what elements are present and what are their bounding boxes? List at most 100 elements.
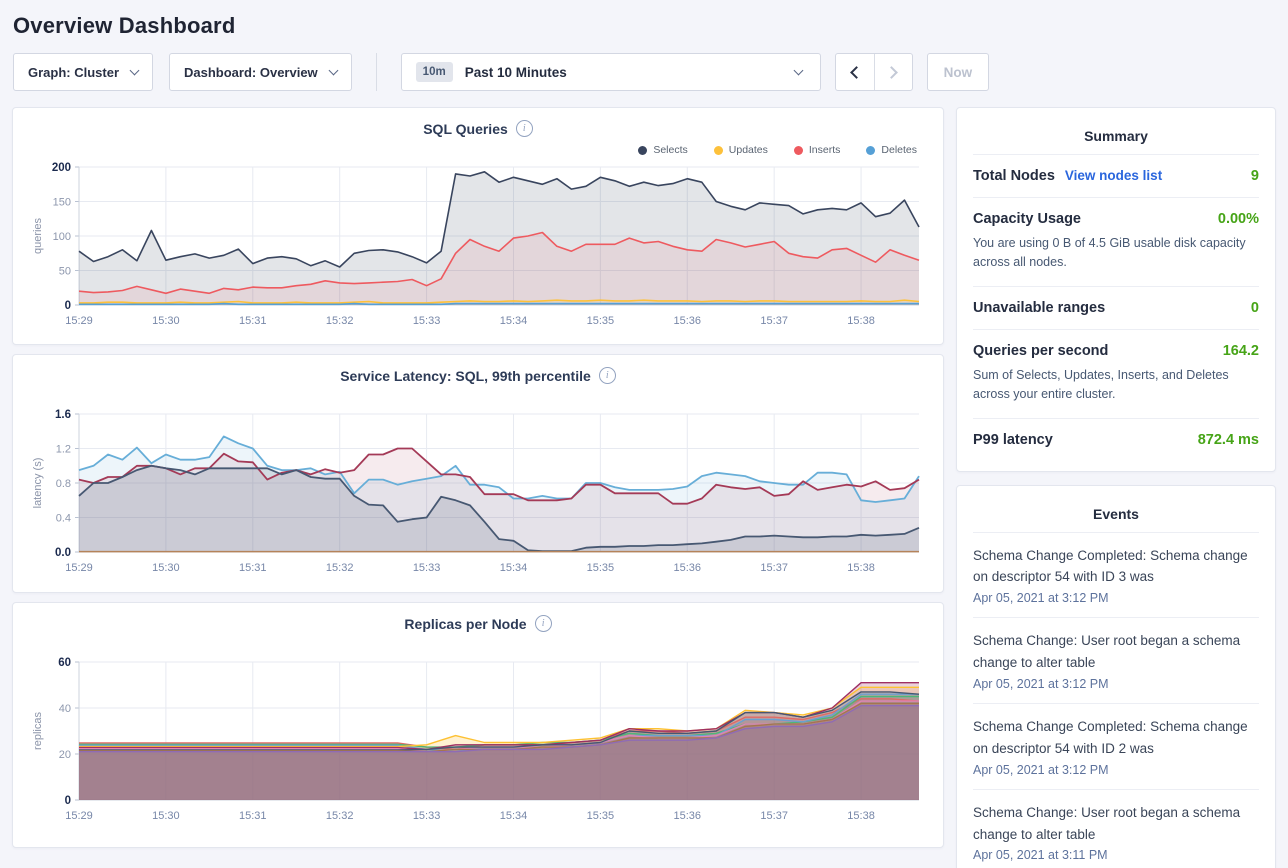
svg-text:15:36: 15:36 [674,562,702,574]
svg-text:15:34: 15:34 [500,562,528,574]
legend-dot-icon [793,145,803,155]
svg-text:1.6: 1.6 [55,409,71,421]
service-latency-chart: 15:29 15:30 15:31 15:32 15:33 15:34 15:35 15:36… [32,409,920,574]
time-step-group [834,53,913,91]
event-text: Schema Change: User root began a schema … [973,633,1241,671]
event-text: Schema Change Completed: Schema change o… [973,718,1248,756]
svg-text:15:32: 15:32 [326,810,354,822]
summary-title: Summary [1084,128,1148,144]
summary-row-unavailable: Unavailable ranges 0 [973,285,1259,329]
time-range-badge: 10m [415,62,453,82]
svg-text:150: 150 [53,197,71,209]
time-prev-button[interactable] [836,54,874,90]
svg-text:60: 60 [58,657,71,669]
chart-title: SQL Queries [423,120,508,137]
sql-queries-chart: 15:29 15:30 15:31 15:32 15:33 15:34 15:35 15:36… [32,162,920,327]
event-timestamp: Apr 05, 2021 at 3:12 PM [973,676,1109,691]
legend-item: Selects [638,144,688,156]
svg-text:15:34: 15:34 [500,810,528,822]
info-icon[interactable]: i [515,120,533,137]
svg-text:latency (s): latency (s) [32,458,44,509]
summary-value: 0 [1250,299,1259,316]
summary-label: Queries per second [973,342,1109,359]
now-button[interactable]: Now [926,53,990,91]
chevron-right-icon [884,65,898,79]
svg-text:15:35: 15:35 [587,562,615,574]
summary-value: 164.2 [1222,342,1259,359]
svg-text:15:33: 15:33 [413,315,441,327]
legend-dot-icon [713,145,723,155]
chevron-down-icon [793,65,804,75]
summary-panel: Summary Total Nodes View nodes list 9 Ca… [956,107,1276,472]
svg-text:20: 20 [59,749,71,761]
event-text: Schema Change: User root began a schema … [973,804,1241,842]
event-item: Schema Change: User root began a schema … [973,788,1259,868]
svg-text:40: 40 [59,703,71,715]
event-text: Schema Change Completed: Schema change o… [973,547,1248,585]
graph-dropdown[interactable]: Graph: Cluster [13,53,154,91]
svg-text:1.2: 1.2 [56,444,71,456]
events-title: Events [1093,505,1139,522]
svg-text:15:38: 15:38 [847,810,875,822]
svg-text:100: 100 [53,231,71,243]
summary-label: Total Nodes [973,168,1055,184]
svg-text:15:29: 15:29 [65,315,93,327]
replicas-panel: Replicas per Node i 15:29 15:30 15:31 15:32… [12,602,944,848]
svg-text:200: 200 [52,162,71,174]
svg-text:queries: queries [32,217,44,254]
svg-text:15:37: 15:37 [760,810,788,822]
summary-label: P99 latency [973,431,1053,448]
replicas-chart: 15:29 15:30 15:31 15:32 15:33 15:34 15:35 15:36… [32,657,920,822]
svg-text:15:31: 15:31 [239,562,267,574]
svg-text:15:31: 15:31 [239,315,267,327]
event-timestamp: Apr 05, 2021 at 3:12 PM [973,591,1109,606]
svg-text:15:31: 15:31 [239,810,267,822]
svg-text:15:38: 15:38 [847,315,875,327]
chevron-left-icon [850,65,864,79]
svg-text:15:35: 15:35 [587,315,615,327]
view-nodes-list-link[interactable]: View nodes list [1064,168,1163,183]
svg-text:15:36: 15:36 [674,315,702,327]
dashboard-dropdown[interactable]: Dashboard: Overview [169,53,352,91]
info-icon[interactable]: i [534,615,552,632]
time-next-button[interactable] [873,54,912,90]
summary-label: Unavailable ranges [973,299,1106,316]
summary-description: You are using 0 B of 4.5 GiB usable disk… [973,236,1246,270]
svg-text:15:32: 15:32 [326,562,354,574]
summary-label: Capacity Usage [973,211,1081,227]
toolbar: Graph: Cluster Dashboard: Overview 10m P… [0,51,1288,107]
toolbar-divider [375,53,377,91]
svg-text:15:35: 15:35 [587,810,615,822]
sidebar: Summary Total Nodes View nodes list 9 Ca… [956,107,1276,868]
svg-text:replicas: replicas [32,712,44,750]
event-item: Schema Change Completed: Schema change o… [973,531,1259,618]
events-panel: Events Schema Change Completed: Schema c… [956,484,1276,868]
service-latency-panel: Service Latency: SQL, 99th percentile i … [12,354,944,593]
svg-text:0.8: 0.8 [56,478,71,490]
svg-text:15:30: 15:30 [152,810,180,822]
svg-text:15:30: 15:30 [152,562,180,574]
svg-text:15:34: 15:34 [500,315,528,327]
legend-item: Deletes [866,144,917,156]
charts-column: SQL Queries i Selects Updates Inserts Delet… [12,107,944,848]
chart-title: Replicas per Node [404,615,527,632]
chevron-down-icon [328,65,339,75]
dashboard-dropdown-label: Dashboard: Overview [184,64,318,80]
summary-row-qps: Queries per second 164.2 Sum of Selects,… [973,328,1259,418]
svg-text:15:33: 15:33 [413,562,441,574]
legend-item: Updates [713,144,768,156]
main-content: SQL Queries i Selects Updates Inserts Delet… [0,107,1288,868]
legend-item: Inserts [793,144,840,156]
svg-text:0.4: 0.4 [56,513,71,525]
svg-text:0: 0 [65,795,71,807]
time-range-label: Past 10 Minutes [464,64,567,80]
event-item: Schema Change: User root began a schema … [973,617,1259,703]
svg-text:15:37: 15:37 [760,562,788,574]
page-title: Overview Dashboard [13,13,236,38]
chart-legend: Selects Updates Inserts Deletes [29,141,917,159]
summary-row-capacity: Capacity Usage 0.00% You are using 0 B o… [973,197,1259,286]
graph-dropdown-label: Graph: Cluster [28,64,120,80]
time-range-dropdown[interactable]: 10m Past 10 Minutes [400,53,821,91]
event-timestamp: Apr 05, 2021 at 3:12 PM [973,762,1109,777]
info-icon[interactable]: i [598,367,616,384]
